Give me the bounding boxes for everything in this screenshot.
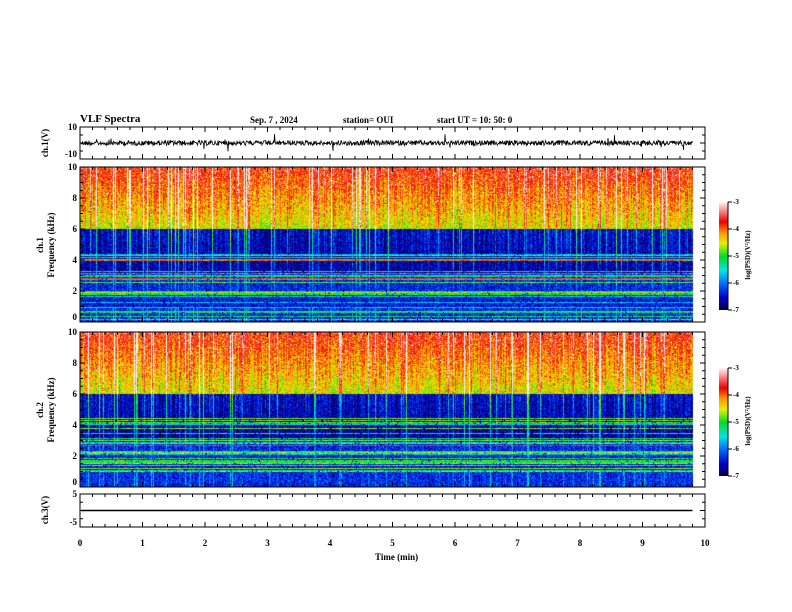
ch2-spectrogram-ytick-label: 2 [72, 450, 78, 461]
ch2-spectrogram-ylabel: ch.2 Frequency (kHz) [35, 360, 57, 460]
ch1-colorbar-label: log(PSD)(V²/Hz) [744, 230, 752, 280]
colorbar-tick-label: -7 [733, 306, 739, 314]
ch1-spectrogram-ytick-label: 8 [72, 192, 78, 203]
x-tick-label: 8 [577, 538, 583, 548]
x-tick-label: 7 [515, 538, 520, 548]
ch1-spectrogram-ytick-label: 0 [72, 312, 78, 322]
ch2-spectrogram-frame [79, 331, 706, 488]
figure-title: VLF Spectra [80, 113, 141, 125]
ch1-spectrogram-frame [79, 166, 706, 323]
ch1-spectrogram-ylabel: ch.1 Frequency (kHz) [35, 195, 57, 295]
ch2-spectrogram-ytick-label: 4 [72, 419, 78, 430]
colorbar-tick-label: -3 [733, 364, 739, 372]
ch2-colorbar-label: log(PSD)(V²/Hz) [744, 396, 752, 446]
ch1-colorbar [719, 202, 728, 310]
colorbar-tick-label: -5 [733, 418, 739, 426]
colorbar-tick-label: -7 [733, 472, 739, 480]
colorbar-tick-label: -5 [733, 252, 739, 260]
ch1-waveform-ytick-label: 10 [68, 121, 77, 132]
x-tick-label: 6 [452, 538, 458, 548]
ch2-spectrogram-ytick-label: 10 [68, 326, 77, 337]
x-tick-label: 3 [265, 538, 270, 548]
date-label: Sep. 7 , 2024 [250, 115, 298, 125]
colorbar-tick-label: -6 [733, 279, 739, 287]
ch1-waveform-ylabel: ch.1(V) [40, 128, 50, 158]
x-tick-label: 2 [202, 538, 208, 548]
x-tick-label: 5 [390, 538, 395, 548]
ch1-label: ch.1 [35, 237, 45, 253]
station-label: station= OUI [343, 115, 394, 125]
ch2-spectrogram-ytick-label: 8 [72, 357, 78, 368]
ch2-spectrogram [80, 332, 694, 487]
frequency-label: Frequency (kHz) [46, 377, 56, 443]
x-tick-label: 4 [327, 538, 333, 548]
ch1-waveform-ytick-label: -10 [65, 149, 77, 159]
x-tick-label: 0 [77, 538, 83, 548]
ch2-colorbar [719, 368, 728, 476]
start-time-label: start UT = 10: 50: 0 [437, 115, 513, 125]
x-tick-label: 1 [140, 538, 145, 548]
x-axis-label: Time (min) [375, 552, 419, 562]
x-tick-label: 10 [700, 538, 710, 548]
ch1-spectrogram-ytick-label: 6 [72, 223, 78, 234]
x-tick-label: 9 [640, 538, 645, 548]
colorbar-tick-label: -3 [733, 198, 739, 206]
ch3-waveform-ylabel: ch.3(V) [40, 495, 50, 525]
ch1-spectrogram [80, 167, 694, 322]
ch1-spectrogram-ytick-label: 2 [72, 285, 78, 296]
ch2-label: ch.2 [35, 402, 45, 418]
colorbar-tick-label: -4 [733, 225, 739, 233]
ch3-waveform-ytick-label: 5 [72, 488, 78, 499]
colorbar-tick-label: -4 [733, 391, 739, 399]
ch1-spectrogram-ytick-label: 4 [72, 254, 78, 265]
ch2-spectrogram-ytick-label: 0 [72, 477, 78, 487]
ch1-spectrogram-ytick-label: 10 [68, 161, 77, 172]
ch2-spectrogram-ytick-label: 6 [72, 388, 78, 399]
frequency-label: Frequency (kHz) [46, 212, 56, 278]
colorbar-tick-label: -6 [733, 445, 739, 453]
ch3-waveform-ytick-label: -5 [69, 517, 78, 527]
ch1-waveform-trace [80, 134, 693, 152]
